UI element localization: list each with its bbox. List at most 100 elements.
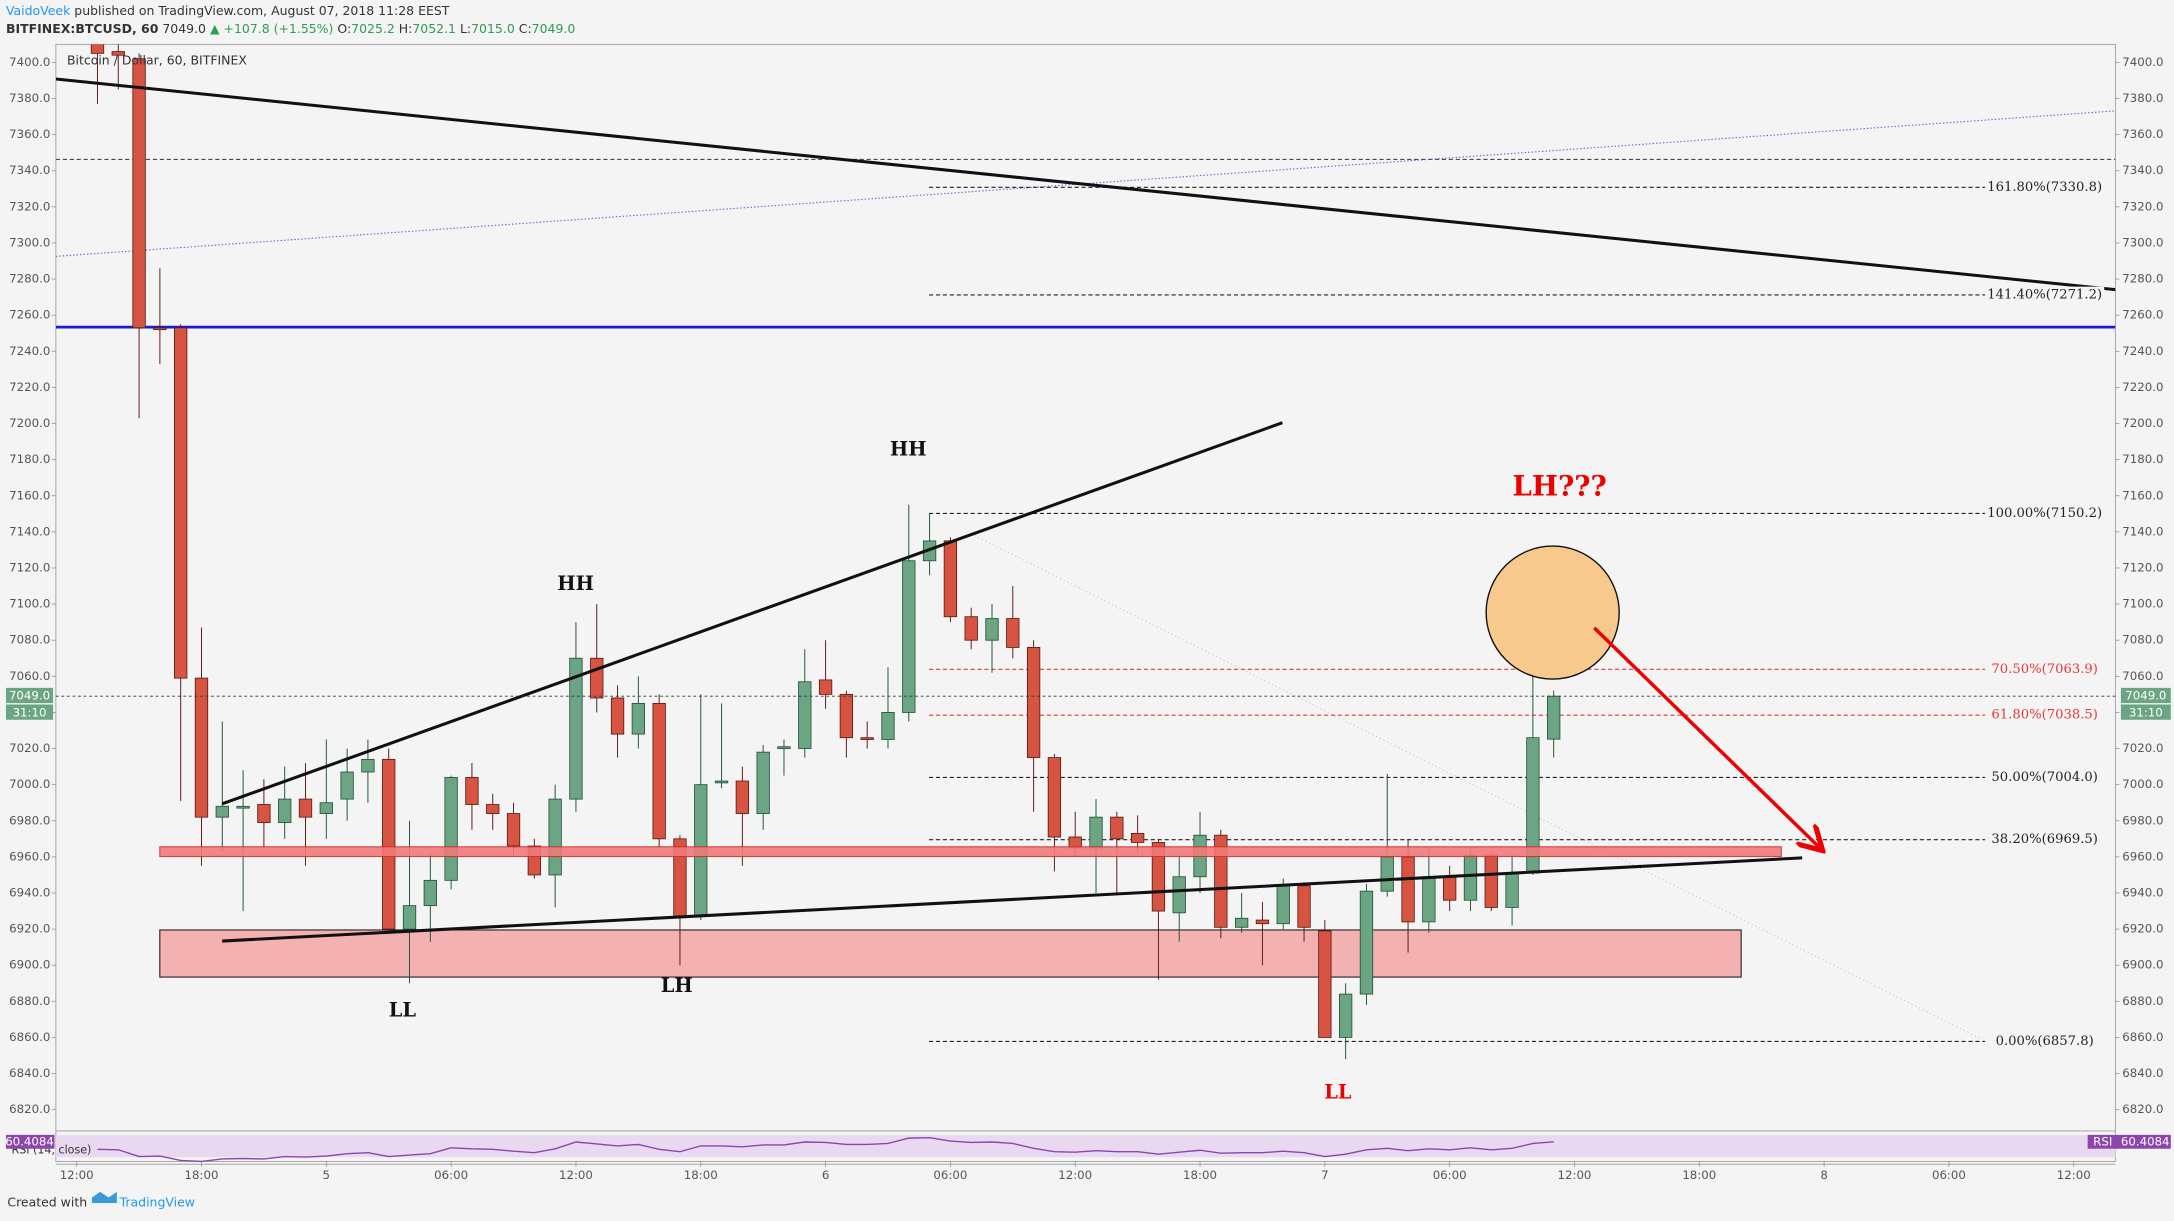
arrow xyxy=(1593,626,1820,848)
ohlc-value: 7025.2 xyxy=(351,21,395,36)
y-tick-label: 7320.0 xyxy=(9,199,50,213)
candle-body xyxy=(1505,872,1519,908)
fib-label: 70.50%(7063.9) xyxy=(1991,662,2097,677)
x-tick-label: 06:00 xyxy=(1932,1168,1966,1182)
candles xyxy=(90,44,2102,1060)
candle-body xyxy=(881,712,895,740)
y-tick-label: 7360.0 xyxy=(9,127,50,141)
author[interactable]: VaidoVeek xyxy=(6,3,71,18)
fib-label-bg xyxy=(1985,179,2105,196)
candle-body xyxy=(1172,876,1186,914)
y-tick-label: 6860.0 xyxy=(2122,1030,2163,1044)
rsi-value: 60.4084 xyxy=(2121,1134,2170,1148)
candle-body xyxy=(1255,919,1270,925)
countdown-label: 31:10 xyxy=(13,705,47,719)
y-tick-label: 6900.0 xyxy=(9,958,50,972)
candle-body xyxy=(1006,618,1020,648)
y-tick-label: 7160.0 xyxy=(9,488,50,502)
candle-body xyxy=(423,879,437,907)
x-tick-label: 8 xyxy=(1820,1168,1828,1182)
candle-body xyxy=(1380,856,1394,892)
y-tick-label: 7280.0 xyxy=(2122,272,2163,286)
x-tick-label: 5 xyxy=(323,1168,331,1182)
trendline xyxy=(222,856,1803,943)
y-tick-label: 6940.0 xyxy=(9,885,50,899)
x-tick-label: 12:00 xyxy=(2057,1168,2091,1182)
y-tick-label: 7340.0 xyxy=(9,163,50,177)
fib-label-bg xyxy=(1985,505,2105,522)
candle-body xyxy=(1318,930,1332,1038)
y-tick-label: 7240.0 xyxy=(9,344,50,358)
y-tick-label: 7280.0 xyxy=(9,272,50,286)
y-tick-label: 6860.0 xyxy=(9,1030,50,1044)
y-tick-label: 6980.0 xyxy=(2122,813,2163,827)
y-tick-label: 6920.0 xyxy=(2122,922,2163,936)
y-tick-label: 7080.0 xyxy=(9,633,50,647)
y-tick-label: 7020.0 xyxy=(9,741,50,755)
y-tick-label: 7300.0 xyxy=(2122,235,2163,249)
candle-body xyxy=(1151,842,1166,912)
candle-body xyxy=(215,805,229,818)
y-tick-label: 7240.0 xyxy=(2122,344,2163,358)
annotation: HH xyxy=(890,437,927,460)
footer-brand[interactable]: TradingView xyxy=(119,1194,195,1209)
ohlc-key: H: xyxy=(399,21,413,36)
y-tick-label: 7360.0 xyxy=(2122,127,2163,141)
trendline xyxy=(221,421,1283,806)
ohlc-value: 7049.0 xyxy=(532,21,576,36)
candle-body xyxy=(1443,876,1457,901)
symbol: BITFINEX:BTCUSD, 60 xyxy=(6,21,159,36)
last-price-tag xyxy=(5,687,54,704)
candle-body xyxy=(174,327,188,679)
candle-body xyxy=(402,905,417,930)
candle-body xyxy=(964,616,978,641)
candle-body xyxy=(278,798,292,823)
candle-body xyxy=(818,679,833,695)
y-tick-label: 6880.0 xyxy=(2122,994,2163,1008)
y-tick-label: 6900.0 xyxy=(2122,958,2163,972)
last-price-label: 7049.0 xyxy=(2125,689,2166,703)
x-tick-label: 12:00 xyxy=(559,1168,593,1182)
y-tick-label: 7160.0 xyxy=(2122,488,2163,502)
x-tick-label: 18:00 xyxy=(1183,1168,1217,1182)
y-tick-label: 6980.0 xyxy=(9,813,50,827)
y-tick-label: 7180.0 xyxy=(9,452,50,466)
x-tick-label: 06:00 xyxy=(434,1168,468,1182)
y-tick-label: 7400.0 xyxy=(9,55,50,69)
y-tick-label: 7200.0 xyxy=(2122,416,2163,430)
y-tick-label: 7020.0 xyxy=(2122,741,2163,755)
y-tick-label: 7100.0 xyxy=(9,597,50,611)
candle-body xyxy=(548,798,562,876)
candle-body xyxy=(756,751,770,814)
overlays xyxy=(55,77,2116,943)
candle-body xyxy=(1276,885,1290,925)
fib-label: 161.80%(7330.8) xyxy=(1987,180,2102,195)
fib-label: 100.00%(7150.2) xyxy=(1987,506,2102,521)
countdown-tag xyxy=(2120,704,2171,720)
ohlc-key: O: xyxy=(337,21,351,36)
candle-body xyxy=(298,798,313,818)
annotation: LL xyxy=(1324,1080,1352,1103)
candle-body xyxy=(839,693,854,739)
fib-label-bg xyxy=(1985,660,2105,678)
candle-body xyxy=(1047,757,1062,838)
candle-body xyxy=(1401,856,1415,923)
header-line: VaidoVeek published on TradingView.com, … xyxy=(6,3,450,18)
candle-body xyxy=(569,657,583,800)
ohlc-value: 7052.1 xyxy=(412,21,456,36)
candle-body xyxy=(1338,993,1353,1038)
support-zone xyxy=(159,929,1742,978)
x-tick-label: 06:00 xyxy=(1433,1168,1467,1182)
resistance-band xyxy=(159,846,1782,858)
faint-trend xyxy=(970,533,1983,1040)
fib-label: 50.00%(7004.0) xyxy=(1991,770,2097,785)
candle-body xyxy=(90,44,105,54)
fib-label-bg xyxy=(1985,831,2105,849)
y-tick-label: 7400.0 xyxy=(2122,55,2163,69)
ohlc-value: 7015.0 xyxy=(471,21,515,36)
x-tick-label: 18:00 xyxy=(185,1168,219,1182)
candle-body xyxy=(1089,816,1103,849)
rsi-tag xyxy=(2087,1134,2171,1149)
last-price-label: 7049.0 xyxy=(9,689,50,703)
